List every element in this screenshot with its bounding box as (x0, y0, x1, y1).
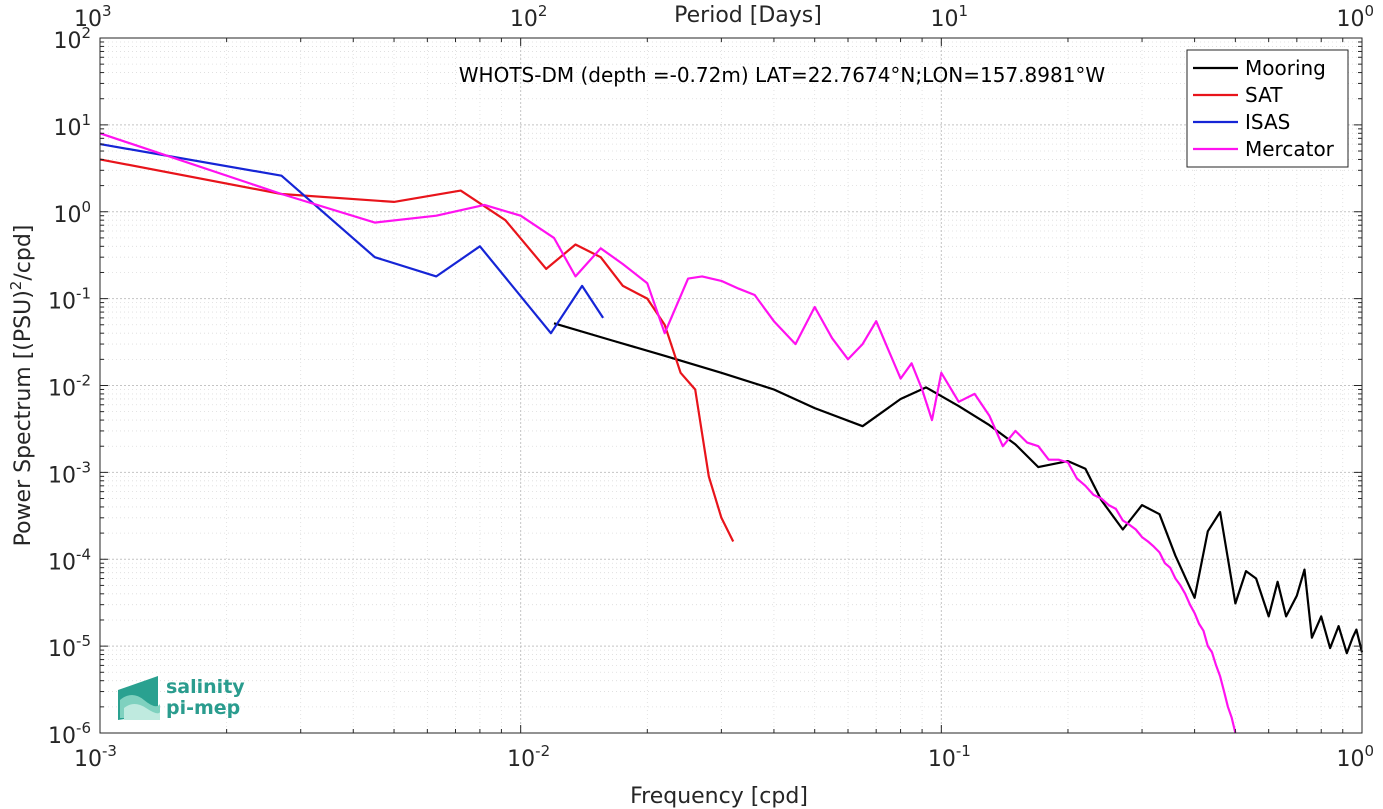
x-tick-label-base: 10 (507, 747, 535, 772)
x-tick-label-exponent: 0 (1364, 742, 1374, 760)
y-tick-label-exponent: -3 (76, 458, 91, 476)
x-tick-label: 10-2 (507, 742, 550, 772)
y-tick-label: 100 (53, 198, 91, 228)
logo-text-salinity: salinity (166, 676, 245, 698)
top-tick-label-base: 10 (931, 7, 959, 32)
y-tick-label-exponent: -1 (76, 285, 91, 303)
major-grid (99, 37, 1363, 734)
y-tick-label-base: 10 (48, 463, 76, 488)
top-tick-label-base: 10 (1336, 7, 1364, 32)
y-tick-label: 10-4 (48, 545, 91, 575)
plot-title: WHOTS-DM (depth =-0.72m) LAT=22.7674°N;L… (459, 63, 1106, 87)
y-tick-label-exponent: 2 (81, 24, 91, 42)
tick-marks (99, 37, 1363, 734)
top-tick-label-exponent: 0 (1364, 2, 1374, 20)
x-tick-label: 10-3 (74, 742, 117, 772)
x-tick-label-exponent: -2 (535, 742, 550, 760)
legend-label-isas: ISAS (1245, 110, 1290, 134)
y-tick-label-base: 10 (48, 637, 76, 662)
y-tick-label-exponent: 0 (81, 198, 91, 216)
x-tick-label: 100 (1336, 742, 1374, 772)
legend: Mooring SAT ISAS Mercator (1186, 49, 1349, 168)
series-line-sat (99, 158, 735, 542)
logo-waves-icon (118, 676, 160, 720)
y-tick-label: 10-1 (48, 285, 91, 315)
x-tick-label: 10-1 (928, 742, 971, 772)
x-axis-title: Frequency [cpd] (630, 784, 808, 809)
y-tick-label: 101 (53, 111, 91, 141)
top-tick-label-exponent: 1 (959, 2, 969, 20)
y-tick-label: 10-3 (48, 458, 91, 488)
top-tick-label-exponent: 3 (102, 2, 112, 20)
y-tick-label-base: 10 (53, 203, 81, 228)
top-tick-label: 102 (510, 2, 548, 32)
x-tick-label-base: 10 (928, 747, 956, 772)
salinity-pi-mep-logo: salinity pi-mep (118, 676, 245, 720)
top-axis-title: Period [Days] (674, 3, 822, 28)
x-tick-label-base: 10 (74, 747, 102, 772)
x-tick-label-exponent: -3 (102, 742, 117, 760)
y-tick-label-base: 10 (53, 29, 81, 54)
x-tick-label-base: 10 (1336, 747, 1364, 772)
series-line-isas (99, 143, 605, 335)
y-tick-label: 10-6 (48, 719, 91, 749)
y-tick-label-base: 10 (48, 724, 76, 749)
y-axis-title: Power Spectrum [(PSU)2/cpd] (7, 225, 36, 547)
series-layer (99, 132, 1364, 734)
y-tick-label: 102 (53, 24, 91, 54)
y-tick-label-base: 10 (48, 550, 76, 575)
legend-label-mooring: Mooring (1245, 56, 1326, 80)
y-tick-label: 10-2 (48, 372, 91, 402)
top-tick-label-base: 10 (510, 7, 538, 32)
y-tick-label-exponent: -6 (76, 719, 91, 737)
y-tick-label-base: 10 (48, 290, 76, 315)
legend-label-sat: SAT (1245, 83, 1283, 107)
y-axis-title-sup: 2 (7, 281, 25, 291)
logo-text-pi-mep: pi-mep (166, 697, 240, 719)
top-tick-label: 101 (931, 2, 969, 32)
legend-box (1186, 49, 1349, 168)
series-line-mooring (553, 322, 1364, 655)
y-tick-label-exponent: -2 (76, 372, 91, 390)
y-tick-label-exponent: 1 (81, 111, 91, 129)
legend-items: Mooring SAT ISAS Mercator (1193, 56, 1335, 161)
top-tick-label: 100 (1336, 2, 1374, 32)
top-tick-label-base: 10 (74, 7, 102, 32)
x-tick-label-exponent: -1 (956, 742, 971, 760)
legend-label-mercator: Mercator (1245, 137, 1335, 161)
series-line-mercator (99, 132, 1237, 734)
y-axis-title-tail: /cpd] (11, 225, 36, 281)
y-tick-label: 10-5 (48, 632, 91, 662)
y-tick-label-base: 10 (53, 116, 81, 141)
y-tick-label-exponent: -4 (76, 545, 91, 563)
top-tick-label: 103 (74, 2, 112, 32)
y-axis-title-main: Power Spectrum [(PSU) (11, 290, 36, 546)
y-tick-label-exponent: -5 (76, 632, 91, 650)
y-tick-label-base: 10 (48, 377, 76, 402)
top-tick-label-exponent: 2 (538, 2, 548, 20)
